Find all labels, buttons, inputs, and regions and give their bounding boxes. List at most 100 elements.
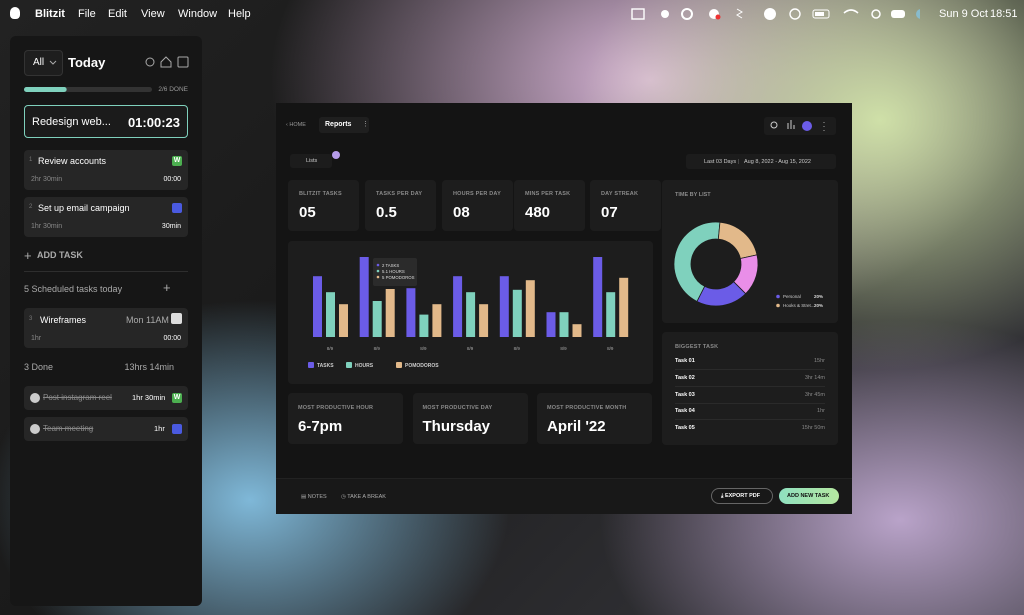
breadcrumb[interactable]: ‹ HOME bbox=[286, 122, 306, 128]
bar bbox=[619, 277, 629, 337]
value-label: 20% bbox=[814, 294, 823, 299]
calendar-icon bbox=[171, 313, 182, 324]
progress-track bbox=[24, 87, 152, 92]
break-label: TAKE A BREAK bbox=[347, 494, 386, 500]
stat-card: DAY STREAK 07 bbox=[590, 180, 661, 231]
bar bbox=[453, 276, 463, 337]
done-card[interactable]: Post instagram reel 1hr 30min W bbox=[24, 386, 188, 410]
task-number: 1 bbox=[29, 157, 33, 163]
x-tick-label: 8/9 bbox=[514, 346, 521, 351]
done-time: 1hr 30min bbox=[132, 393, 166, 402]
done-total: 13hrs 14min bbox=[124, 362, 174, 372]
bar bbox=[559, 312, 569, 337]
task-name: Task 05 bbox=[675, 425, 695, 432]
bar bbox=[385, 289, 395, 337]
done-name: Post instagram reel bbox=[43, 393, 112, 402]
range-dates: Aug 8, 2022 - Aug 15, 2022 bbox=[744, 159, 811, 165]
bar bbox=[339, 304, 348, 337]
kebab[interactable]: ⋮ bbox=[362, 121, 369, 128]
stat-value: 08 bbox=[453, 204, 470, 221]
bar bbox=[359, 257, 369, 337]
bar bbox=[525, 280, 535, 337]
menu[interactable]: File bbox=[78, 8, 96, 20]
apple-icon[interactable] bbox=[10, 7, 20, 19]
add-new-task-button[interactable]: ADD NEW TASK bbox=[779, 488, 839, 504]
task-duration: 15hr 50m bbox=[801, 425, 825, 432]
break-button[interactable]: ◷ TAKE A BREAK bbox=[341, 494, 386, 500]
legend-swatch bbox=[308, 362, 314, 368]
row-divider bbox=[675, 419, 825, 421]
stat-value: 05 bbox=[299, 204, 316, 221]
report-window: ‹ HOME Reports ⋮ Lists Last 03 Days | Au… bbox=[276, 103, 852, 514]
legend-label: TASKS bbox=[317, 363, 334, 369]
productive-card: MOST PRODUCTIVE MONTH April '22 bbox=[537, 393, 652, 444]
add-icon[interactable]: + bbox=[24, 248, 32, 263]
productive-label: MOST PRODUCTIVE HOUR bbox=[298, 405, 374, 411]
stat-card: HOURS PER DAY 08 bbox=[442, 180, 513, 231]
bar bbox=[372, 301, 382, 337]
lists-dropdown[interactable]: Lists bbox=[290, 154, 332, 168]
legend-swatch bbox=[346, 362, 352, 368]
stat-value: 0.5 bbox=[376, 204, 397, 221]
donut-segment bbox=[733, 254, 759, 295]
tooltip-line: 2 TASKS bbox=[382, 263, 399, 268]
done-header: 3 Done bbox=[24, 362, 54, 372]
activity-card: 8/9 8/9 8/9 8/9 8/9 8/9 8/9 TASKS HOURS POMODOROS… bbox=[288, 241, 653, 384]
stat-label: BLITZIT TASKS bbox=[299, 191, 342, 197]
current-task[interactable]: Redesign web... 01:00:23 bbox=[24, 105, 188, 138]
legend-label: Personal bbox=[783, 294, 801, 299]
scheduled-header: 5 Scheduled tasks today bbox=[24, 284, 123, 294]
legend-label: HOURS bbox=[355, 363, 374, 369]
sidebar-title: Today bbox=[68, 55, 106, 70]
task-card[interactable]: 1 Review accounts W 2hr 30min 00:00 bbox=[24, 150, 188, 190]
menu[interactable]: Edit bbox=[108, 8, 127, 20]
bar bbox=[406, 288, 416, 337]
task-card[interactable]: 2 Set up email campaign 1hr 30min 30min bbox=[24, 197, 188, 237]
tooltip-dot bbox=[376, 263, 380, 267]
donut-segment bbox=[673, 221, 721, 302]
add-task[interactable]: ADD TASK bbox=[37, 250, 83, 260]
task-when: Mon 11AM bbox=[126, 315, 169, 325]
add-scheduled[interactable]: + bbox=[163, 280, 171, 295]
clock-time[interactable]: 18:51 bbox=[990, 8, 1018, 20]
divider bbox=[24, 271, 188, 272]
notes-label: NOTES bbox=[307, 494, 327, 500]
app-name[interactable]: Blitzit bbox=[35, 8, 65, 20]
notes-button[interactable]: ▤ NOTES bbox=[301, 494, 327, 500]
menu[interactable]: Window bbox=[178, 8, 218, 20]
add-new-task-label: ADD NEW TASK bbox=[787, 493, 830, 499]
task-badge-icon bbox=[172, 424, 182, 434]
task-duration: 1hr bbox=[817, 408, 825, 415]
x-tick-label: 8/9 bbox=[467, 346, 474, 351]
done-name: Team meeting bbox=[43, 424, 94, 433]
filter-dropdown[interactable]: All bbox=[24, 50, 63, 76]
productive-card: MOST PRODUCTIVE DAY Thursday bbox=[412, 393, 528, 444]
menu[interactable]: Help bbox=[228, 8, 251, 20]
legend-dot bbox=[776, 303, 780, 308]
legend-swatch bbox=[396, 362, 402, 368]
scheduled-card[interactable]: 3 Wireframes Mon 11AM 1hr 00:00 bbox=[24, 308, 188, 348]
header-tools[interactable] bbox=[764, 117, 836, 135]
row-divider bbox=[675, 402, 825, 404]
stat-label: DAY STREAK bbox=[601, 191, 639, 197]
stat-label: TASKS PER DAY bbox=[376, 191, 423, 197]
sidebar-tools[interactable] bbox=[144, 56, 190, 68]
task-name: Task 02 bbox=[675, 374, 695, 381]
value-label: 20% bbox=[814, 303, 823, 308]
bar bbox=[572, 324, 582, 337]
filter-label: All bbox=[33, 57, 45, 68]
done-card[interactable]: Team meeting 1hr bbox=[24, 417, 188, 441]
export-text: EXPORT PDF bbox=[724, 493, 761, 499]
stat-label: MINS PER TASK bbox=[525, 191, 571, 197]
breadcrumb-home[interactable]: HOME bbox=[289, 122, 306, 128]
menu[interactable]: View bbox=[141, 8, 165, 20]
reports-tab[interactable]: Reports ⋮ bbox=[319, 117, 369, 133]
sidebar: All Today 2/6 DONE Redesign web... 01:00… bbox=[10, 36, 202, 606]
clock-date[interactable]: Sun 9 Oct bbox=[939, 8, 988, 20]
productive-label: MOST PRODUCTIVE MONTH bbox=[547, 405, 627, 411]
bar bbox=[466, 292, 476, 337]
date-range[interactable]: Last 03 Days | Aug 8, 2022 - Aug 15, 202… bbox=[686, 154, 836, 169]
export-button[interactable]: ⤓ EXPORT PDF bbox=[711, 488, 773, 504]
